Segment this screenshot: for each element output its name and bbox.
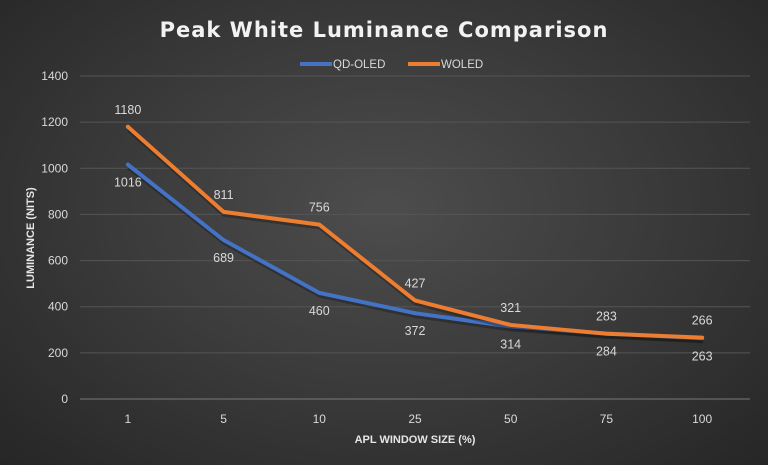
y-axis-label: LUMINANCE (NITS): [25, 187, 37, 289]
data-label: 811: [214, 188, 234, 202]
x-tick-label: 5: [220, 412, 227, 426]
series-line-woled: [125, 124, 705, 340]
x-tick-label: 10: [313, 412, 327, 426]
y-tick-label: 1200: [41, 115, 68, 129]
y-tick-label: 800: [48, 207, 68, 221]
series: [125, 124, 705, 344]
data-label: 427: [405, 276, 426, 290]
data-labels: 1016 689 460 372 314 284 263 1180 811 756 427 321 28…: [114, 103, 713, 364]
gridlines: [80, 75, 750, 400]
x-axis-ticks: 1 5 10 25 50 75 100: [125, 412, 713, 426]
data-label: 372: [405, 324, 426, 338]
data-label: 1180: [114, 103, 141, 117]
data-label: 1016: [114, 176, 142, 190]
x-tick-label: 1: [125, 412, 132, 426]
data-label: 756: [309, 201, 330, 215]
y-tick-label: 400: [48, 300, 68, 314]
chart-title: Peak White Luminance Comparison: [160, 18, 609, 42]
y-tick-label: 600: [48, 254, 68, 268]
x-tick-label: 75: [600, 412, 614, 426]
data-label: 689: [213, 251, 234, 265]
data-label: 283: [596, 310, 617, 324]
data-label: 460: [309, 304, 330, 318]
x-tick-label: 50: [504, 412, 518, 426]
x-tick-label: 25: [408, 412, 422, 426]
x-axis-label: APL WINDOW SIZE (%): [355, 434, 476, 446]
y-tick-label: 1000: [41, 161, 68, 175]
y-tick-label: 200: [48, 346, 68, 360]
legend-label: QD-OLED: [333, 59, 385, 71]
data-label: 314: [500, 338, 521, 352]
data-label: 263: [692, 349, 713, 363]
data-label: 266: [692, 314, 713, 328]
legend: QD-OLED WOLED: [300, 59, 483, 71]
y-tick-label: 1400: [41, 69, 68, 83]
y-tick-label: 0: [61, 392, 68, 406]
x-tick-label: 100: [692, 412, 712, 426]
y-axis-ticks: 0 200 400 600 800 1000 1200 1400: [41, 69, 68, 406]
data-label: 284: [596, 344, 617, 358]
legend-label: WOLED: [441, 59, 483, 71]
data-label: 321: [500, 301, 521, 315]
